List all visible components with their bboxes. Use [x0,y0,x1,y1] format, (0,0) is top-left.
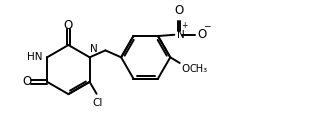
Text: +: + [182,21,188,30]
Text: N: N [177,30,184,40]
Text: O: O [197,28,207,41]
Text: O: O [174,3,184,17]
Text: CH₃: CH₃ [189,64,207,74]
Text: HN: HN [27,52,43,62]
Text: N: N [90,44,98,54]
Text: O: O [23,75,32,88]
Text: O: O [181,64,190,74]
Text: O: O [64,19,73,32]
Text: Cl: Cl [92,98,102,108]
Text: −: − [203,21,210,30]
